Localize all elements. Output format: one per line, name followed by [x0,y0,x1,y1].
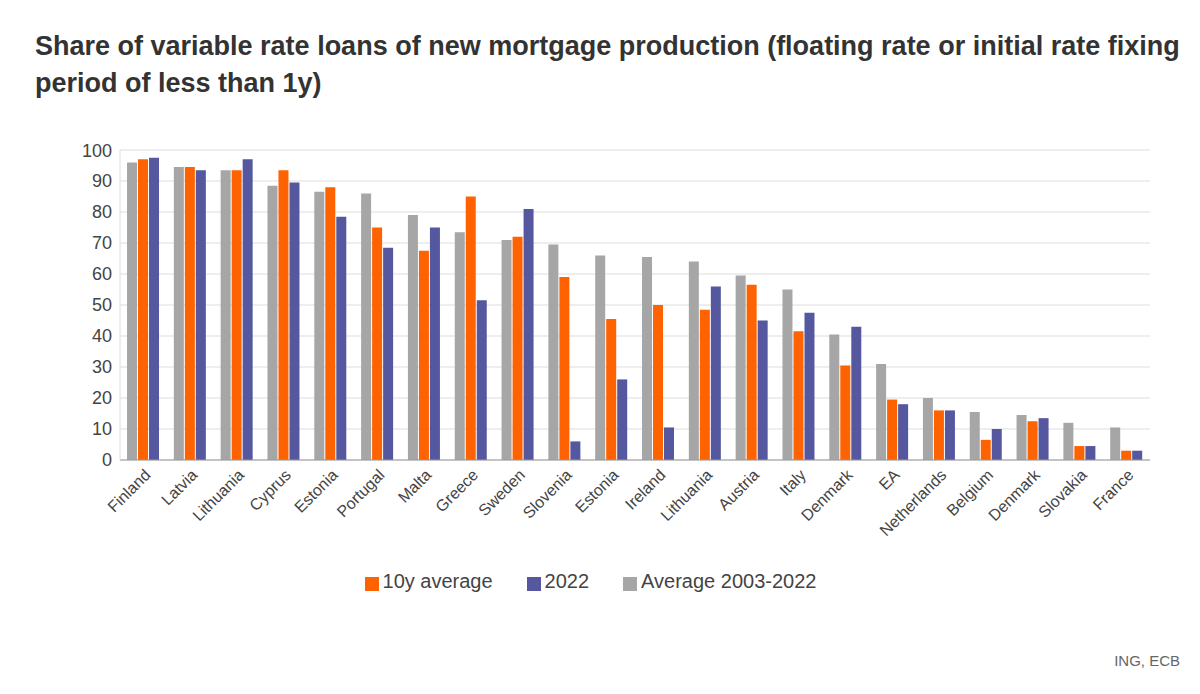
svg-text:France: France [1090,466,1137,513]
svg-text:Malta: Malta [395,466,435,506]
svg-text:50: 50 [92,295,112,315]
html-text:Share of variable rate loans o: Share of variable rate loans of new mort… [35,31,1180,98]
svg-text:Latvia: Latvia [158,466,200,508]
svg-text:90: 90 [92,171,112,191]
svg-text:Denmark: Denmark [798,465,857,524]
svg-text:100: 100 [82,141,112,161]
svg-text:Slovenia: Slovenia [520,466,575,521]
svg-text:Ireland: Ireland [622,466,669,513]
svg-text:EA: EA [876,466,903,493]
svg-text:30: 30 [92,357,112,377]
svg-text:20: 20 [92,388,112,408]
svg-text:10: 10 [92,419,112,439]
svg-text:80: 80 [92,202,112,222]
svg-text:Finland: Finland [104,466,153,515]
svg-text:Italy: Italy [776,466,809,499]
html-text:10y average: 10y average [382,570,493,592]
svg-text:70: 70 [92,233,112,253]
svg-text:60: 60 [92,264,112,284]
svg-text:40: 40 [92,326,112,346]
svg-text:Estonia: Estonia [291,466,341,516]
html-text:ING, ECB: ING, ECB [1114,652,1180,669]
html-text:Average 2003-2022: Average 2003-2022 [641,570,817,592]
svg-text:Cyprus: Cyprus [246,466,294,514]
svg-text:Denmark: Denmark [985,465,1044,524]
svg-text:Sweden: Sweden [475,466,529,519]
svg-text:Greece: Greece [432,466,481,515]
svg-text:Estonia: Estonia [572,466,622,516]
svg-text:Netherlands: Netherlands [876,466,949,539]
html-text:2022: 2022 [544,570,590,592]
svg-text:Lithuania: Lithuania [189,466,247,524]
svg-text:Portugal: Portugal [333,466,387,520]
svg-text:Lithuania: Lithuania [657,466,715,524]
svg-text:Austria: Austria [715,466,762,513]
svg-text:Slovakia: Slovakia [1035,466,1090,521]
svg-text:0: 0 [102,450,112,470]
svg-text:Belgium: Belgium [943,466,997,519]
